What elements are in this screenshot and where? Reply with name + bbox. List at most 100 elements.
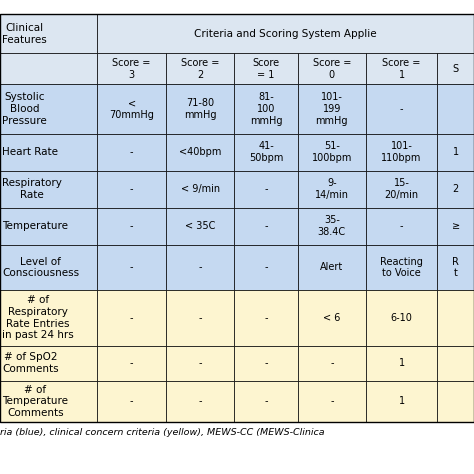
Bar xyxy=(298,290,366,346)
Bar xyxy=(166,84,234,134)
Text: Heart Rate: Heart Rate xyxy=(2,147,58,157)
Text: -: - xyxy=(264,358,268,368)
Text: <
70mmHg: < 70mmHg xyxy=(109,98,154,120)
Bar xyxy=(234,381,298,422)
Text: <40bpm: <40bpm xyxy=(179,147,221,157)
Bar xyxy=(437,134,474,171)
Text: -: - xyxy=(199,313,202,323)
Text: # of SpO2
Comments: # of SpO2 Comments xyxy=(2,352,59,374)
Bar xyxy=(98,54,166,84)
Bar xyxy=(298,245,366,290)
Bar xyxy=(0,14,98,54)
Text: # of
Temperature
Comments: # of Temperature Comments xyxy=(2,385,68,418)
Text: Score =
3: Score = 3 xyxy=(112,58,151,80)
Bar xyxy=(0,290,98,346)
Text: R
t: R t xyxy=(452,256,459,278)
Bar xyxy=(298,346,366,381)
Bar xyxy=(298,381,366,422)
Text: -: - xyxy=(400,221,403,231)
Text: -: - xyxy=(264,184,268,194)
Bar xyxy=(98,381,166,422)
Text: 71-80
mmHg: 71-80 mmHg xyxy=(184,98,217,120)
Bar xyxy=(298,208,366,245)
Text: -: - xyxy=(400,104,403,114)
Bar xyxy=(234,208,298,245)
Bar xyxy=(366,290,437,346)
Bar xyxy=(0,14,474,422)
Bar xyxy=(437,290,474,346)
Bar xyxy=(437,346,474,381)
Text: Respiratory
Rate: Respiratory Rate xyxy=(2,178,62,200)
Bar xyxy=(437,245,474,290)
Text: Criteria and Scoring System Applie: Criteria and Scoring System Applie xyxy=(194,29,377,39)
Text: -: - xyxy=(199,358,202,368)
Bar xyxy=(166,208,234,245)
Text: Reacting
to Voice: Reacting to Voice xyxy=(380,256,423,278)
Bar xyxy=(98,346,166,381)
Text: 81-
100
mmHg: 81- 100 mmHg xyxy=(250,92,282,126)
Bar xyxy=(166,346,234,381)
Text: Systolic
Blood
Pressure: Systolic Blood Pressure xyxy=(2,92,47,126)
Text: Alert: Alert xyxy=(320,263,344,273)
Text: # of
Respiratory
Rate Entries
in past 24 hrs: # of Respiratory Rate Entries in past 24… xyxy=(2,295,74,340)
Bar xyxy=(98,290,166,346)
Text: -: - xyxy=(130,184,133,194)
Bar xyxy=(98,245,166,290)
Bar xyxy=(234,54,298,84)
Bar xyxy=(234,245,298,290)
Text: -: - xyxy=(264,221,268,231)
Text: 101-
110bpm: 101- 110bpm xyxy=(382,141,422,163)
Text: Score =
0: Score = 0 xyxy=(313,58,351,80)
Text: ria (blue), clinical concern criteria (yellow), MEWS-CC (MEWS-Clinica: ria (blue), clinical concern criteria (y… xyxy=(0,428,325,437)
Bar xyxy=(98,84,166,134)
Text: 9-
14/min: 9- 14/min xyxy=(315,178,349,200)
Text: -: - xyxy=(199,263,202,273)
Bar xyxy=(166,245,234,290)
Bar xyxy=(166,54,234,84)
Bar xyxy=(0,84,98,134)
Text: -: - xyxy=(130,358,133,368)
Bar xyxy=(298,134,366,171)
Bar xyxy=(0,171,98,208)
Bar xyxy=(437,171,474,208)
Bar xyxy=(234,290,298,346)
Bar xyxy=(166,290,234,346)
Text: Score =
1: Score = 1 xyxy=(383,58,421,80)
Text: 2: 2 xyxy=(453,184,459,194)
Bar xyxy=(366,346,437,381)
Bar xyxy=(0,346,98,381)
Bar xyxy=(298,84,366,134)
Bar xyxy=(437,54,474,84)
Text: -: - xyxy=(130,221,133,231)
Bar xyxy=(98,171,166,208)
Bar xyxy=(234,171,298,208)
Bar xyxy=(437,84,474,134)
Bar xyxy=(366,84,437,134)
Bar xyxy=(366,381,437,422)
Text: 1: 1 xyxy=(399,358,405,368)
Bar xyxy=(366,134,437,171)
Text: -: - xyxy=(130,396,133,406)
Text: S: S xyxy=(453,64,459,74)
Bar xyxy=(366,208,437,245)
Text: Score =
2: Score = 2 xyxy=(181,58,219,80)
Text: 35-
38.4C: 35- 38.4C xyxy=(318,216,346,237)
Text: Temperature: Temperature xyxy=(2,221,68,231)
Text: 15-
20/min: 15- 20/min xyxy=(384,178,419,200)
Text: 101-
199
mmHg: 101- 199 mmHg xyxy=(316,92,348,126)
Text: Level of
Consciousness: Level of Consciousness xyxy=(2,256,80,278)
Bar xyxy=(98,134,166,171)
Bar xyxy=(98,208,166,245)
Text: < 35C: < 35C xyxy=(185,221,215,231)
Bar xyxy=(366,54,437,84)
Text: -: - xyxy=(330,396,334,406)
Bar xyxy=(0,54,98,84)
Bar xyxy=(0,208,98,245)
Text: -: - xyxy=(264,396,268,406)
Bar xyxy=(0,134,98,171)
Text: -: - xyxy=(130,313,133,323)
Text: Score
= 1: Score = 1 xyxy=(252,58,280,80)
Text: < 9/min: < 9/min xyxy=(181,184,219,194)
Bar xyxy=(234,134,298,171)
Text: 1: 1 xyxy=(453,147,459,157)
